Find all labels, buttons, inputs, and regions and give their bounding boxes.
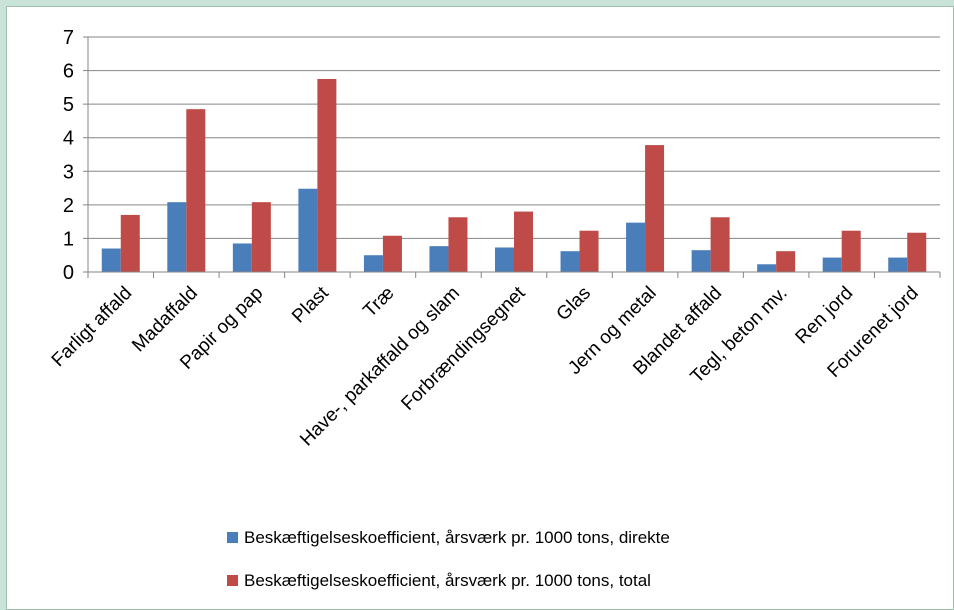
bar [317,78,337,272]
bar [710,217,730,272]
x-axis [87,37,941,278]
gridlines [88,36,940,239]
bar [776,251,796,272]
x-category-label: Forbrændingsegnet [397,282,530,415]
legend-label: Beskæftigelseskoefficient, årsværk pr. 1… [244,528,670,547]
x-category-label: Farligt affald [48,283,137,372]
bar [363,255,383,272]
bar [382,235,402,272]
bar [232,243,252,272]
bar [907,232,927,272]
y-tick-label: 1 [63,228,74,250]
y-tick-label: 4 [63,128,74,150]
legend-swatch [227,575,238,586]
bar [251,202,271,272]
x-category-label: Glas [553,283,595,325]
bar [101,248,121,272]
bar [645,145,665,272]
bar [495,247,514,272]
bar [822,257,842,272]
bar [429,246,449,272]
x-category-label: Plast [288,282,333,327]
bar [186,109,206,272]
y-tick-label: 3 [63,161,74,183]
legend: Beskæftigelseskoefficient, årsværk pr. 1… [227,528,670,590]
x-category-label: Træ [359,283,398,322]
legend-label: Beskæftigelseskoefficient, årsværk pr. 1… [244,571,651,590]
bar [167,202,187,272]
bar [888,257,908,272]
x-category-label: Ren jord [792,283,858,349]
bar [841,230,861,272]
bar [448,217,468,272]
bar [691,250,711,272]
y-axis-ticks: 0 1 2 3 4 5 6 7 [63,27,88,284]
y-tick-label: 6 [63,61,74,83]
y-tick-label: 7 [63,27,74,49]
bar [120,214,140,272]
y-tick-label: 0 [63,262,74,284]
bars [101,78,927,272]
y-tick-label: 5 [63,94,74,116]
bar [757,264,777,272]
bar [626,222,646,272]
legend-swatch [227,532,238,543]
bar [298,188,318,272]
y-tick-label: 2 [63,195,74,217]
chart-frame [6,6,954,610]
bar [579,230,599,272]
bar [514,211,533,272]
bar [560,251,580,272]
